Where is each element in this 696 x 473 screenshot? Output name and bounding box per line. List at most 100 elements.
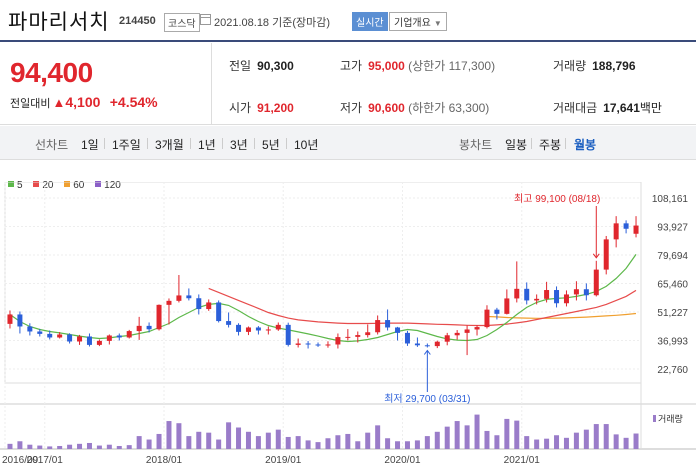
candle-body	[166, 300, 172, 305]
volume-bar	[494, 435, 500, 449]
volume-value: 188,796	[592, 59, 636, 73]
volume-bar	[504, 418, 510, 449]
upper-limit: (상한가 117,300)	[408, 59, 496, 73]
candle-body	[434, 341, 440, 347]
separator	[286, 138, 287, 149]
period-1w[interactable]: 1주일	[112, 138, 141, 152]
candle-body	[583, 289, 589, 296]
candle-body	[96, 340, 102, 345]
candle-body	[524, 288, 530, 301]
candle-body	[265, 329, 271, 331]
period-1y[interactable]: 1년	[198, 138, 216, 152]
company-info-dropdown[interactable]: 기업개요 ▼	[389, 12, 447, 31]
volume-bar	[156, 433, 162, 449]
legend-label: 20	[42, 180, 54, 191]
company-info-label: 기업개요	[394, 18, 431, 29]
separator	[190, 138, 191, 149]
candle-body	[474, 327, 480, 330]
candle-body	[7, 314, 13, 324]
period-1d[interactable]: 1일	[81, 138, 99, 152]
up-arrow-icon: ▲	[52, 95, 66, 110]
chevron-down-icon: ▼	[433, 19, 442, 28]
amount-label: 거래대금	[553, 101, 598, 115]
period-5y[interactable]: 5년	[262, 138, 280, 152]
y-tick-label: 108,161	[652, 194, 689, 205]
period-10y[interactable]: 10년	[294, 138, 319, 152]
candle-body	[504, 298, 510, 314]
high-label: 고가	[340, 59, 363, 73]
candle-daily[interactable]: 일봉	[505, 138, 528, 152]
volume-bar	[603, 424, 609, 449]
candle-body	[534, 298, 540, 301]
high-value: 95,000	[368, 59, 405, 73]
candlestick-chart: 108,161 93,927 79,694 65,460 51,227 36,993 22,…	[0, 182, 696, 466]
base-date: 2021.08.18 기준(장마감)	[214, 17, 331, 29]
low-price: 저가 90,600 (하한가 63,300)	[340, 99, 489, 116]
open-price: 시가 91,200	[229, 99, 294, 116]
candle-body	[186, 295, 192, 299]
separator	[147, 138, 148, 149]
volume-bar	[106, 444, 112, 449]
candle-body	[176, 295, 182, 301]
x-tick-label: 2018/01	[146, 455, 183, 466]
volume-bar	[216, 439, 222, 449]
candle-body	[484, 309, 490, 328]
volume-bar	[434, 431, 440, 449]
candle-body	[514, 288, 520, 299]
period-3m[interactable]: 3개월	[155, 138, 184, 152]
y-tick-label: 22,760	[657, 365, 688, 376]
ma60-line	[486, 312, 637, 319]
separator	[565, 138, 566, 149]
volume-bar	[474, 414, 480, 449]
candle-body	[136, 325, 142, 332]
ma-legend: 5 20 60 120	[8, 180, 129, 191]
volume-bar	[116, 445, 122, 449]
x-tick-label: 2019/01	[265, 455, 302, 466]
x-tick-label: 2020/01	[384, 455, 421, 466]
legend-ma120: 120	[95, 180, 121, 191]
volume-bar	[414, 440, 420, 449]
volume-bar	[633, 433, 639, 449]
candle-weekly[interactable]: 주봉	[539, 138, 562, 152]
current-price: 94,400	[10, 57, 93, 88]
price-box: 94,400 전일대비 ▲4,100 +4.54%	[0, 43, 212, 125]
volume-bar	[166, 421, 172, 449]
volume-bar	[534, 439, 540, 449]
candle-body	[146, 325, 152, 330]
prev-close-label: 전일	[229, 59, 252, 73]
candle-body	[464, 329, 470, 333]
open-label: 시가	[229, 101, 252, 115]
candle-body	[216, 302, 222, 322]
candle-body	[593, 269, 599, 296]
legend-label: 60	[73, 180, 85, 191]
candle-body	[315, 344, 321, 346]
volume-bar	[544, 438, 550, 449]
quote-panel: 94,400 전일대비 ▲4,100 +4.54% 전일 90,300 시가 91,2…	[0, 43, 696, 125]
period-3y[interactable]: 3년	[230, 138, 248, 152]
legend-swatch	[64, 181, 71, 187]
candle-body	[285, 324, 291, 345]
volume-bar	[355, 441, 361, 449]
candle-monthly[interactable]: 월봉	[574, 138, 597, 152]
candle-body	[633, 225, 639, 234]
legend-swatch	[8, 181, 14, 187]
candle-chart-label: 봉차트	[459, 138, 493, 152]
volume-bar	[454, 421, 460, 449]
amount-unit: 백만	[639, 101, 662, 115]
candle-body	[623, 223, 629, 229]
calendar-icon	[200, 14, 211, 25]
volume-bar	[77, 443, 83, 449]
max-price-annotation: 최고 99,100 (08/18)	[514, 193, 600, 205]
volume-bar	[295, 436, 301, 449]
candle-body	[544, 290, 550, 299]
volume-bar	[315, 442, 321, 449]
trade-amount: 거래대금 17,641백만	[553, 99, 662, 116]
candle-body	[226, 321, 232, 325]
volume-bar	[464, 425, 470, 449]
amount-value: 17,641	[603, 101, 640, 115]
realtime-button[interactable]: 실시간	[352, 12, 388, 31]
candle-body	[325, 344, 331, 346]
candle-body	[37, 331, 43, 334]
separator	[531, 138, 532, 149]
volume-bar	[275, 429, 281, 449]
